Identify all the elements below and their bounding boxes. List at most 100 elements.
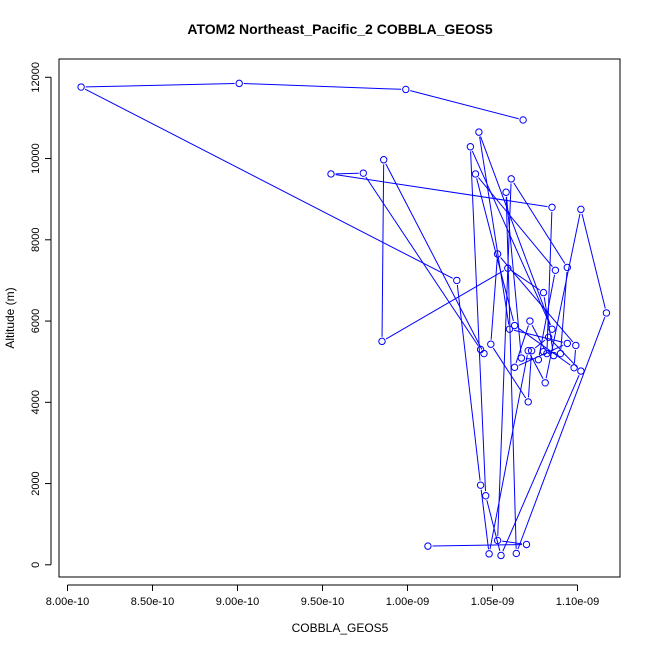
series-line-segment bbox=[476, 178, 514, 322]
series-line-segment bbox=[365, 176, 479, 346]
data-point bbox=[487, 340, 495, 348]
x-tick-label: 8.00e-10 bbox=[46, 596, 89, 608]
series-line-segment bbox=[502, 540, 523, 545]
y-tick-label: 4000 bbox=[30, 390, 42, 414]
series-line-segment bbox=[381, 164, 385, 337]
series-line-segment bbox=[478, 177, 553, 268]
series-line-segment bbox=[432, 544, 522, 547]
data-point bbox=[517, 354, 526, 362]
data-point bbox=[378, 337, 386, 346]
data-point bbox=[548, 325, 556, 333]
data-point bbox=[519, 116, 527, 124]
series-line-segment bbox=[547, 352, 550, 355]
y-tick-label: 10000 bbox=[30, 143, 42, 174]
series-line-segment bbox=[385, 163, 483, 350]
series-line-segment bbox=[335, 174, 548, 208]
data-point bbox=[507, 175, 515, 183]
series-line-segment bbox=[456, 284, 481, 481]
series-points bbox=[77, 79, 611, 560]
data-point bbox=[505, 325, 514, 333]
series-line-segment bbox=[573, 349, 576, 364]
x-axis: 8.00e-10 8.50e-10 9.00e-10 9.50e-10 1.00e-09… bbox=[46, 584, 599, 608]
series-line-segment bbox=[546, 211, 553, 349]
data-point bbox=[493, 250, 502, 258]
y-tick-label: 6000 bbox=[30, 309, 42, 333]
data-point bbox=[556, 349, 565, 358]
series-line-segment bbox=[560, 271, 568, 350]
data-point bbox=[359, 169, 367, 177]
series-line-segment bbox=[506, 196, 522, 354]
data-point bbox=[327, 170, 335, 178]
data-point bbox=[526, 317, 534, 325]
series-line-segment bbox=[85, 82, 235, 88]
series-line-segment bbox=[528, 355, 532, 398]
series-line-segment bbox=[518, 344, 564, 366]
data-point bbox=[563, 263, 571, 272]
series-line-segment bbox=[84, 88, 453, 279]
series-line-segment bbox=[534, 339, 546, 349]
series-line-segment bbox=[518, 327, 571, 366]
series-line-segment bbox=[480, 489, 490, 550]
data-point bbox=[539, 288, 548, 297]
y-tick-label: 12000 bbox=[30, 62, 42, 93]
data-point bbox=[577, 367, 585, 375]
data-point bbox=[539, 347, 548, 356]
series-line-segment bbox=[243, 83, 402, 90]
data-point bbox=[380, 156, 388, 164]
data-point bbox=[534, 355, 543, 364]
series-line-segment bbox=[335, 172, 359, 175]
data-point bbox=[544, 333, 553, 341]
series-line-segment bbox=[471, 150, 551, 326]
series-line-segment bbox=[517, 317, 606, 550]
x-tick-label: 1.10e-09 bbox=[556, 596, 599, 608]
series-line-segment bbox=[497, 183, 512, 536]
data-point bbox=[541, 379, 549, 387]
series-line-segment bbox=[385, 270, 505, 340]
data-point bbox=[548, 203, 556, 211]
series-line-segment bbox=[479, 136, 510, 325]
data-point bbox=[527, 347, 536, 355]
data-point bbox=[497, 551, 505, 560]
data-point bbox=[602, 309, 611, 317]
data-point bbox=[471, 170, 480, 178]
x-tick-label: 1.00e-09 bbox=[386, 596, 429, 608]
data-point bbox=[570, 364, 578, 372]
data-point bbox=[480, 349, 488, 358]
series-line-segment bbox=[480, 136, 551, 326]
y-tick-label: 2000 bbox=[30, 471, 42, 495]
plot-frame bbox=[58, 58, 621, 578]
data-point bbox=[510, 321, 519, 330]
data-point bbox=[235, 79, 243, 88]
series-line-segment bbox=[489, 355, 528, 550]
series-lines bbox=[84, 82, 606, 552]
data-point bbox=[512, 549, 520, 558]
data-point bbox=[550, 351, 558, 360]
data-point bbox=[424, 542, 432, 550]
data-point bbox=[572, 341, 580, 350]
series-line-segment bbox=[543, 297, 554, 352]
y-axis: 0 2000 4000 6000 8000 10000 12000 bbox=[30, 62, 52, 568]
data-point bbox=[577, 205, 585, 214]
data-point bbox=[453, 276, 461, 285]
data-point bbox=[524, 347, 532, 355]
x-tick-label: 9.00e-10 bbox=[216, 596, 259, 608]
series-line-segment bbox=[502, 375, 580, 552]
data-point bbox=[402, 85, 410, 94]
series-line-segment bbox=[511, 270, 540, 291]
data-point bbox=[502, 188, 510, 196]
data-point bbox=[504, 264, 512, 272]
series-line-segment bbox=[490, 258, 498, 340]
data-point bbox=[77, 83, 85, 91]
data-point bbox=[522, 540, 531, 549]
data-point bbox=[482, 492, 490, 500]
data-point bbox=[485, 550, 493, 558]
series-line-segment bbox=[551, 340, 579, 369]
series-line-segment bbox=[581, 213, 606, 309]
x-tick-label: 9.50e-10 bbox=[301, 596, 344, 608]
x-tick-label: 1.05e-09 bbox=[471, 596, 514, 608]
data-point bbox=[493, 536, 502, 545]
data-point bbox=[510, 363, 519, 372]
data-point bbox=[476, 481, 485, 489]
series-line-segment bbox=[470, 151, 486, 492]
